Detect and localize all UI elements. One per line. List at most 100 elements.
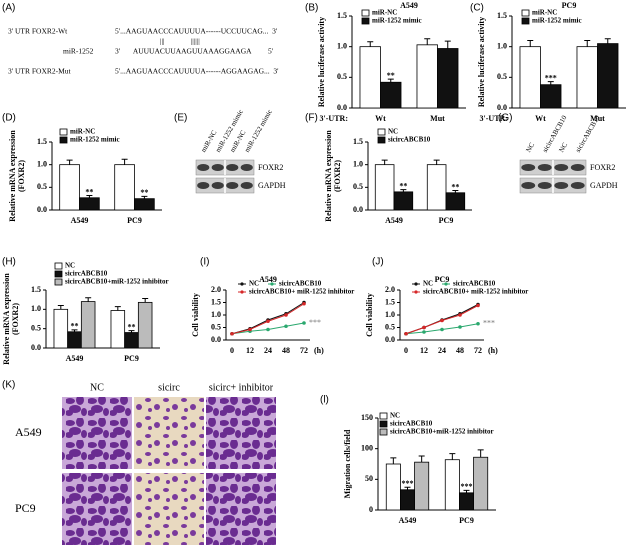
- legend-marker: [444, 282, 448, 286]
- y-axis-label: Relative luciferase activity: [317, 17, 326, 107]
- micrograph: [134, 397, 204, 469]
- y-tick-label: 1.5: [211, 297, 221, 306]
- x-tick-label: Wt: [375, 114, 386, 123]
- x-tick-label: Wt: [535, 114, 546, 123]
- blot-band: [211, 164, 224, 171]
- y-tick-label: 0.0: [211, 335, 221, 344]
- x-tick-label: 0: [404, 346, 408, 355]
- y-axis-label: (FOXR2): [333, 160, 342, 192]
- legend-label: sicircABCB10+ miR-1252 inhibitor: [249, 288, 354, 296]
- y-tick-label: 0.0: [353, 205, 363, 214]
- sequence: 5'...AAGUAACCCAUUUUA------AGGAAGAG... 3': [115, 67, 279, 76]
- panel-label: (F): [305, 113, 318, 124]
- error-bar: [85, 297, 92, 302]
- y-tick-label: 1.5: [353, 137, 363, 146]
- y-tick-label: 0.0: [385, 335, 395, 344]
- legend-label: sicircABCB10: [388, 136, 431, 144]
- y-tick-label: 1.0: [497, 41, 507, 50]
- significance: **: [387, 71, 395, 80]
- blot-band: [521, 164, 536, 171]
- chart-title: A549: [259, 275, 277, 284]
- x-tick-label: PC9: [127, 216, 142, 225]
- legend-marker: [240, 290, 244, 294]
- error-bar: [71, 329, 78, 332]
- bar: [59, 164, 80, 211]
- legend-label: miR-1252 mimic: [70, 136, 120, 144]
- error-bar: [424, 38, 431, 45]
- y-tick-label: 0.5: [211, 322, 221, 331]
- x-tick-label: 12: [246, 346, 254, 355]
- bar: [519, 46, 541, 109]
- y-tick-label: 2.0: [385, 285, 395, 294]
- band-label: FOXR2: [590, 163, 615, 172]
- point: [248, 327, 252, 332]
- y-axis-label: (FOXR2): [11, 303, 20, 335]
- point: [302, 301, 306, 306]
- panel-label: (K): [2, 380, 15, 391]
- blot-band: [226, 164, 239, 171]
- y-axis-label: Relative mRNA expression: [8, 130, 17, 222]
- y-axis-label: Cell viability: [365, 293, 374, 337]
- x-tick-label: Mut: [430, 114, 445, 123]
- bar: [137, 301, 153, 349]
- significance: **: [71, 322, 79, 331]
- significance: ***: [483, 319, 495, 328]
- legend-label: sicircABCB10+miR-1252 inhibitor: [65, 278, 169, 286]
- x-tick-label: PC9: [439, 216, 454, 225]
- legend-swatch: [379, 420, 388, 428]
- x-axis-label: (h): [488, 346, 498, 355]
- row-label: A549: [15, 425, 42, 439]
- bar: [110, 310, 126, 349]
- bar: [416, 44, 438, 109]
- blot-band: [537, 182, 552, 189]
- panel-label: (B): [305, 3, 318, 14]
- column-label: NC: [90, 382, 104, 393]
- legend-swatch: [377, 128, 386, 136]
- error-bar: [463, 489, 470, 493]
- legend-label: NC: [423, 280, 433, 288]
- blot-band: [537, 164, 552, 171]
- blot-band: [554, 182, 569, 189]
- bar: [67, 331, 82, 349]
- chart-title: PC9: [562, 1, 577, 10]
- error-bar: [404, 486, 411, 490]
- point: [266, 319, 270, 324]
- panel-label: (E): [174, 113, 187, 124]
- bar: [540, 84, 562, 109]
- blot-band: [570, 164, 585, 171]
- point: [458, 325, 462, 329]
- y-tick-label: 0.5: [353, 182, 363, 191]
- x-tick-label: A549: [71, 216, 89, 225]
- chart-title: A549: [400, 1, 418, 10]
- error-bar: [449, 453, 456, 460]
- blot-band: [211, 182, 224, 189]
- point: [440, 327, 444, 332]
- bar: [79, 197, 100, 211]
- legend-swatch: [54, 278, 63, 286]
- bar: [374, 164, 395, 211]
- y-tick-label: 0.0: [37, 205, 47, 214]
- point: [302, 321, 306, 325]
- legend-swatch: [521, 9, 530, 17]
- panel-label: (C): [470, 3, 484, 14]
- blot-band: [240, 164, 253, 171]
- point: [422, 325, 426, 330]
- bar: [426, 164, 447, 211]
- y-axis-label: Relative mRNA expression: [324, 130, 333, 222]
- bar: [53, 308, 69, 349]
- point: [422, 330, 426, 334]
- error-bar: [114, 306, 121, 311]
- legend-label: NC: [65, 262, 75, 270]
- significance: ***: [309, 318, 321, 327]
- error-bar: [128, 330, 135, 333]
- legend-label: NC: [249, 280, 259, 288]
- legend-swatch: [54, 270, 63, 278]
- y-tick-label: 0.0: [497, 103, 507, 112]
- significance: ***: [545, 73, 557, 82]
- bar: [134, 198, 155, 211]
- lane-label: NC: [524, 141, 536, 154]
- panel-label: (H): [2, 257, 16, 268]
- y-tick-label: 150: [361, 413, 373, 422]
- point: [440, 318, 444, 323]
- y-axis-label: Relative mRNA expression: [2, 273, 11, 365]
